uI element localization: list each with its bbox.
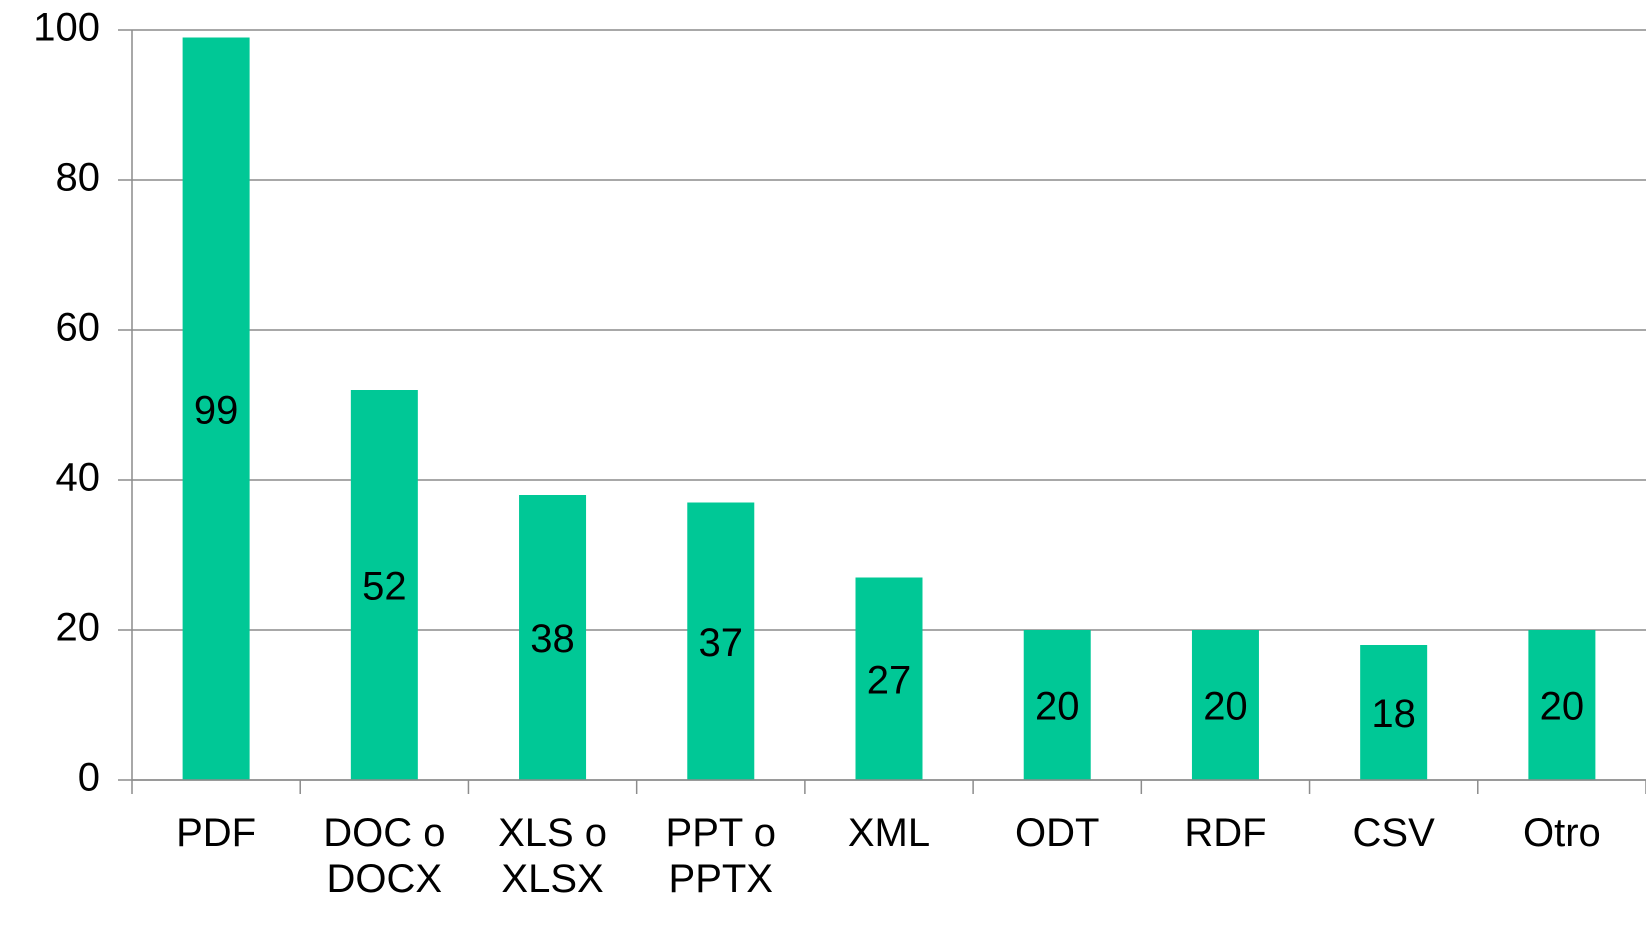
x-tick-label: ODT <box>1015 811 1100 855</box>
y-tick-label: 0 <box>78 756 100 800</box>
bar <box>1023 630 1091 780</box>
data-label: 18 <box>1371 692 1416 736</box>
y-tick-label: 100 <box>33 6 100 50</box>
bar <box>182 37 250 780</box>
bar <box>855 577 923 780</box>
y-tick-label: 80 <box>56 156 101 200</box>
x-tick-label: CSV <box>1352 811 1435 855</box>
data-label: 37 <box>699 621 744 665</box>
data-label: 20 <box>1203 685 1248 729</box>
bar <box>687 502 755 780</box>
data-label: 20 <box>1540 685 1585 729</box>
data-label: 20 <box>1035 685 1080 729</box>
bar <box>1191 630 1259 780</box>
bar <box>519 495 587 780</box>
x-tick-label: PDF <box>176 811 257 855</box>
x-tick-label: Otro <box>1522 811 1601 855</box>
data-label: 38 <box>530 617 575 661</box>
y-tick-label: 60 <box>56 306 101 350</box>
x-tick-label: PPT o PPTX <box>665 811 776 901</box>
bar <box>1360 645 1428 780</box>
x-tick-label: DOC o DOCX <box>323 811 446 901</box>
data-label: 27 <box>867 658 912 702</box>
bar <box>350 390 418 780</box>
y-tick-label: 20 <box>56 606 101 650</box>
data-label: 99 <box>194 388 239 432</box>
y-tick-label: 40 <box>56 456 101 500</box>
x-tick-label: RDF <box>1184 811 1267 855</box>
x-tick-label: XML <box>847 811 931 855</box>
bar <box>1528 630 1596 780</box>
data-label: 52 <box>362 565 407 609</box>
x-tick-label: XLS o XLSX <box>498 811 608 901</box>
